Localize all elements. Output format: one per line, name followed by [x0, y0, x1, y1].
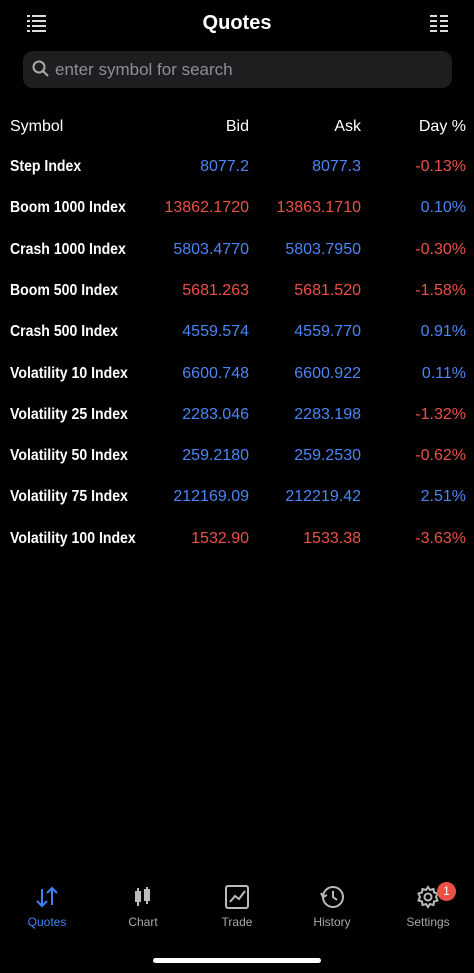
- ask: 13863.1710: [276, 199, 361, 217]
- tab[interactable]: Trade: [197, 885, 277, 929]
- bid: 212169.09: [173, 488, 249, 506]
- tab-label: Settings: [406, 915, 450, 929]
- history-icon: [320, 886, 344, 908]
- bid: 5681.263: [182, 281, 249, 299]
- ask: 4559.770: [294, 323, 361, 341]
- day-change: -1.58%: [415, 281, 466, 299]
- tab[interactable]: Quotes: [7, 885, 87, 929]
- day-change: -0.30%: [415, 240, 466, 258]
- bid: 13862.1720: [164, 199, 249, 217]
- ask: 5681.520: [294, 281, 361, 299]
- column-header: Symbol: [10, 118, 64, 135]
- ask: 212219.42: [285, 488, 361, 506]
- quotes-icon: [36, 886, 58, 908]
- bid: 4559.574: [182, 323, 249, 341]
- symbol: Crash 1000 Index: [10, 240, 126, 258]
- symbol: Volatility 50 Index: [10, 447, 128, 465]
- day-change: -1.32%: [415, 405, 466, 423]
- day-change: 2.51%: [420, 488, 466, 506]
- tab-label: Quotes: [27, 915, 67, 929]
- column-header: Day %: [418, 118, 466, 135]
- ask: 5803.7950: [285, 240, 361, 258]
- tab[interactable]: Settings: [388, 885, 468, 929]
- tab-label: History: [313, 915, 351, 929]
- tab[interactable]: Chart: [103, 885, 183, 929]
- ask: 8077.3: [312, 158, 361, 175]
- ask: 6600.922: [294, 364, 361, 382]
- symbol: Crash 500 Index: [10, 323, 119, 341]
- symbol: Volatility 25 Index: [10, 405, 128, 423]
- bid: 6600.748: [182, 364, 249, 382]
- symbol: Volatility 75 Index: [10, 488, 128, 506]
- symbol: Volatility 100 Index: [10, 529, 136, 547]
- home-indicator: [153, 958, 321, 963]
- menu-icon[interactable]: [27, 14, 47, 32]
- tab-label: Chart: [128, 915, 158, 929]
- settings-icon: [417, 885, 439, 909]
- list-icon[interactable]: [430, 14, 448, 32]
- symbol: Boom 500 Index: [10, 281, 118, 299]
- trade-icon: [225, 885, 249, 909]
- day-change: 0.10%: [420, 199, 466, 217]
- tab-label: Trade: [221, 915, 253, 929]
- column-header: Ask: [334, 118, 361, 135]
- chart-icon: [135, 887, 150, 906]
- bid: 259.2180: [182, 447, 249, 465]
- ask: 1533.38: [303, 529, 361, 547]
- day-change: 0.91%: [420, 323, 466, 341]
- search-placeholder: enter symbol for search: [55, 60, 233, 79]
- search-icon: [32, 60, 49, 77]
- day-change: 0.11%: [421, 364, 466, 382]
- day-change: -0.13%: [415, 158, 466, 175]
- bid: 2283.046: [182, 405, 249, 423]
- ask: 259.2530: [294, 447, 361, 465]
- day-change: -0.62%: [415, 447, 466, 465]
- bid: 1532.90: [191, 529, 249, 547]
- symbol: Boom 1000 Index: [10, 199, 126, 217]
- symbol: Volatility 10 Index: [10, 364, 128, 382]
- ask: 2283.198: [294, 405, 361, 423]
- notification-badge: 1: [437, 882, 456, 901]
- bid: 5803.4770: [173, 240, 249, 258]
- bid: 8077.2: [200, 158, 249, 175]
- symbol: Step Index: [10, 158, 82, 175]
- tab[interactable]: History: [292, 885, 372, 929]
- page-title: Quotes: [202, 12, 272, 34]
- day-change: -3.63%: [415, 529, 466, 547]
- search-box[interactable]: enter symbol for search: [23, 51, 452, 88]
- column-header: Bid: [225, 118, 249, 135]
